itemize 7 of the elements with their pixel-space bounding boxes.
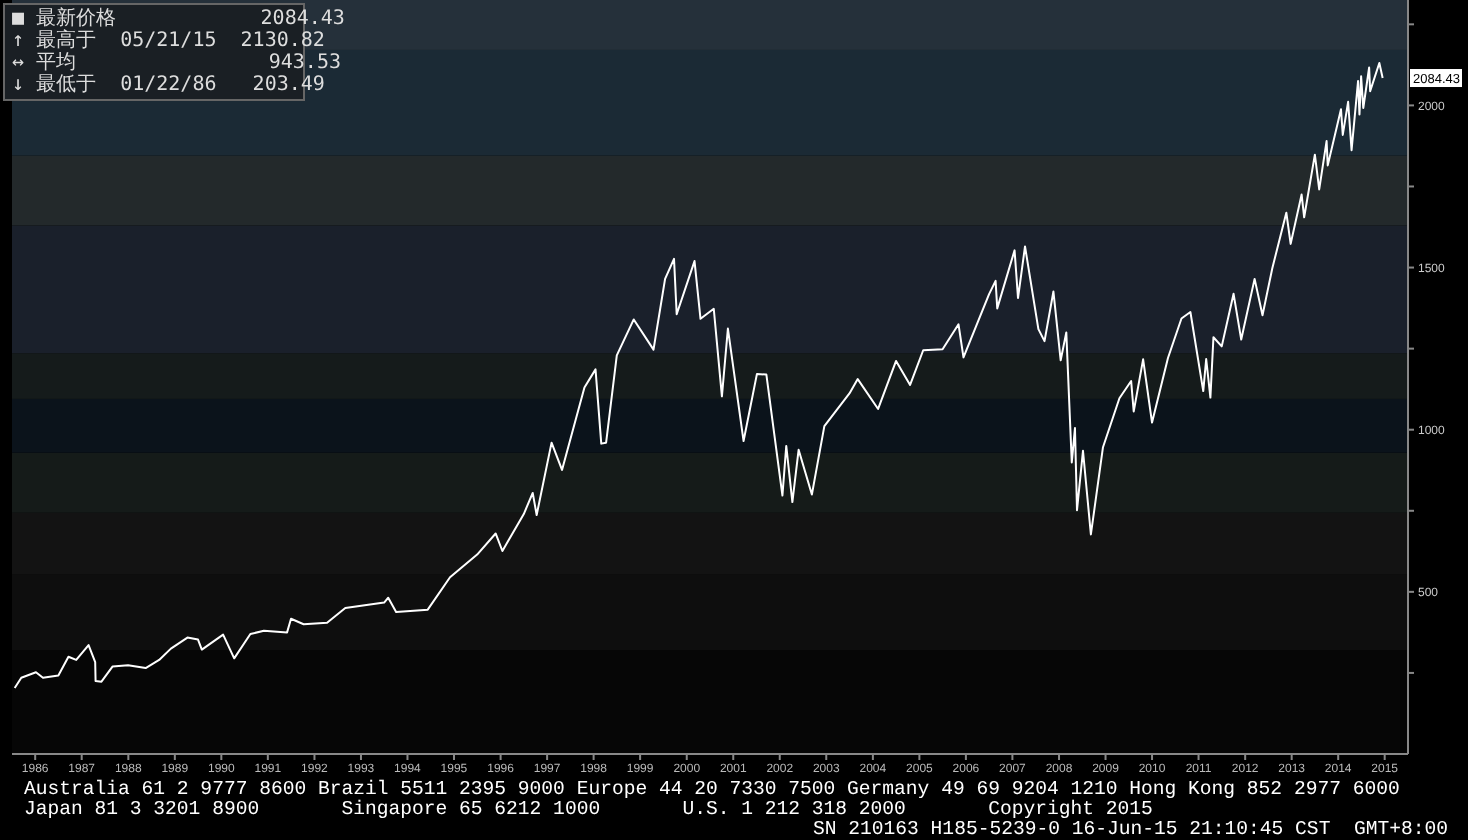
annotation: ↔ 平均 943.53 xyxy=(12,50,341,74)
text: SN 210163 H185-5239-0 16-Jun-15 21:10:45 CST GMT+8:00 xyxy=(813,818,1449,840)
text: Australia 61 2 9777 8600 Brazil 5511 2395 9000 Europe 44 20 7330 7500 Germany 49 69 9204 1210 Hong Kong 852 2977 6000 xyxy=(24,778,1400,800)
annotation: ↓ 最低于 01/22/86 203.49 xyxy=(12,74,325,96)
text: Japan 81 3 3201 8900 Singapore 65 6212 1000 U.S. 1 212 318 2000 Copyright 2015 xyxy=(24,798,1154,820)
annotation: ■ 最新价格 2084.43 xyxy=(12,6,345,30)
annotation: ↑ 最高于 05/21/15 2130.82 xyxy=(12,28,325,52)
